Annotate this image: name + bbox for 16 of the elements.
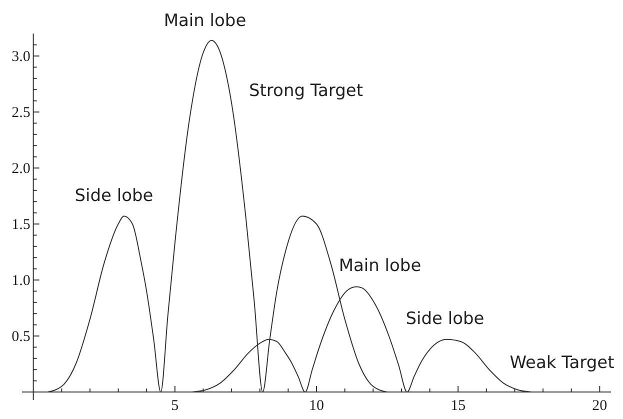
y-tick-label: 1.5 — [12, 217, 30, 233]
x-tick-label: 10 — [309, 398, 324, 414]
annotation: Strong Target — [248, 80, 364, 101]
x-tick-label: 15 — [450, 398, 466, 414]
annotation: Side lobe — [406, 308, 484, 329]
y-tick-label: 1.0 — [12, 273, 30, 289]
annotation: Weak Target — [510, 352, 615, 373]
x-tick-label: 5 — [171, 398, 179, 414]
annotation: Side lobe — [74, 186, 154, 206]
y-tick-label: 2.0 — [12, 161, 30, 177]
y-tick-label: 3.0 — [12, 49, 30, 65]
x-tick-label: 20 — [592, 398, 608, 414]
annotation: Main lobe — [338, 256, 422, 276]
y-tick-label: 2.5 — [12, 105, 30, 121]
text: Main lobe — [164, 10, 246, 31]
y-tick-label: 0.5 — [12, 329, 30, 345]
